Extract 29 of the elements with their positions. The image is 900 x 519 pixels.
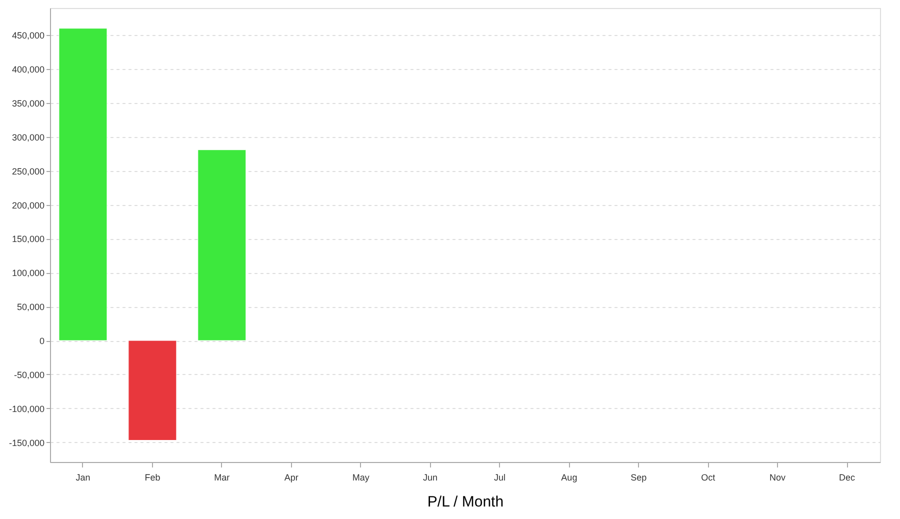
- x-tick-label: Nov: [770, 472, 786, 482]
- y-tick-label: -50,000: [14, 370, 44, 380]
- y-tick-label: 100,000: [12, 268, 44, 278]
- y-tick-label: 50,000: [16, 302, 44, 312]
- x-tick-label: May: [352, 472, 370, 482]
- y-tick-label: -100,000: [8, 404, 44, 414]
- y-tick-label: 150,000: [12, 234, 44, 244]
- bar: [198, 150, 246, 341]
- x-tick-label: Jun: [423, 472, 438, 482]
- y-tick-label: 0: [39, 336, 44, 346]
- y-tick-label: 400,000: [12, 64, 44, 75]
- y-tick-label: 350,000: [12, 98, 44, 109]
- x-tick-label: Mar: [214, 472, 230, 482]
- x-tick-label: Dec: [839, 472, 856, 482]
- x-axis-title: P/L / Month: [427, 494, 504, 510]
- y-tick-label: 250,000: [12, 166, 44, 176]
- bar: [128, 340, 177, 441]
- x-tick-label: Oct: [701, 472, 716, 482]
- x-tick-label: Aug: [561, 472, 578, 482]
- x-tick-label: Apr: [284, 472, 298, 482]
- x-tick-label: Jul: [494, 472, 506, 482]
- y-tick-label: 200,000: [12, 200, 44, 210]
- y-tick-label: -150,000: [8, 438, 44, 448]
- y-tick-label: 300,000: [12, 132, 44, 142]
- bar: [58, 28, 108, 341]
- x-tick-label: Jan: [76, 472, 90, 482]
- y-tick-label: 450,000: [12, 30, 44, 41]
- x-tick-label: Feb: [144, 472, 160, 482]
- x-tick-label: Sep: [630, 472, 647, 482]
